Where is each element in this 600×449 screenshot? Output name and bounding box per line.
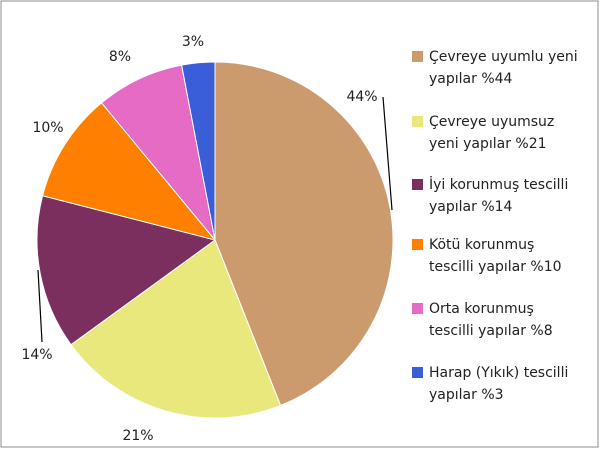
legend-label: Harap (Yıkık) tescilli yapılar %3 bbox=[429, 365, 568, 403]
pie-slice bbox=[36, 195, 217, 346]
legend-label: İyi korunmuş tescilli yapılar %14 bbox=[429, 175, 568, 215]
data-label: 10% bbox=[32, 120, 63, 136]
legend-swatch bbox=[412, 51, 423, 62]
leader-line bbox=[37, 269, 43, 343]
legend-swatch bbox=[412, 239, 423, 250]
pie-slice bbox=[70, 239, 282, 419]
legend-label: Çevreye uyumsuz yeni yapılar %21 bbox=[429, 114, 554, 152]
legend-swatch bbox=[412, 367, 423, 378]
plot: 44% 21% 14% 10% 8% 3% Çevreye uyumlu yeni yapıl… bbox=[21, 34, 577, 444]
legend-label: Orta korunmuş tescilli yapılar %8 bbox=[429, 301, 553, 339]
data-label: 8% bbox=[109, 49, 131, 65]
data-label: 44% bbox=[346, 89, 377, 105]
legend-swatch bbox=[412, 303, 423, 314]
pie-slice bbox=[100, 64, 216, 241]
legend-label: Kötü korunmuş tescilli yapılar %10 bbox=[429, 237, 562, 275]
data-label: 14% bbox=[21, 347, 52, 363]
data-label: 3% bbox=[182, 34, 204, 50]
legend-swatch bbox=[412, 116, 423, 127]
leader-line bbox=[382, 96, 393, 211]
pie-slice bbox=[41, 102, 217, 241]
legend-label: Çevreye uyumlu yeni yapılar %44 bbox=[429, 49, 578, 87]
pie-slice bbox=[181, 61, 216, 241]
data-label: 21% bbox=[122, 428, 153, 444]
pie-slice bbox=[214, 61, 394, 407]
legend-swatch bbox=[412, 179, 423, 190]
